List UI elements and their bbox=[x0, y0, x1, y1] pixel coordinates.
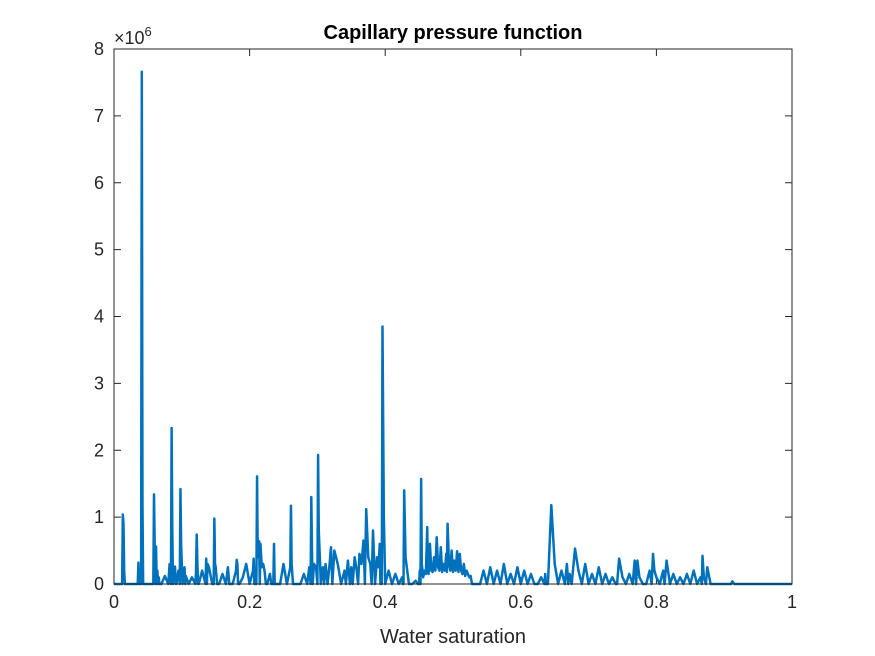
water-saturation-series-line bbox=[114, 70, 792, 586]
y-tick-label: 8 bbox=[94, 39, 104, 59]
y-exponent-power: 6 bbox=[145, 24, 152, 39]
y-axis-ticks: 0 1 2 3 4 5 6 7 8 bbox=[94, 39, 792, 594]
chart-title: Capillary pressure function bbox=[324, 22, 583, 44]
y-tick-label: 1 bbox=[94, 507, 104, 527]
x-axis-label: Water saturation bbox=[380, 626, 526, 648]
x-tick-label: 0.6 bbox=[508, 592, 533, 612]
x-tick-label: 0.2 bbox=[237, 592, 262, 612]
y-tick-label: 7 bbox=[94, 106, 104, 126]
y-tick-label: 4 bbox=[94, 307, 104, 327]
y-tick-label: 5 bbox=[94, 240, 104, 260]
y-tick-label: 3 bbox=[94, 373, 104, 393]
x-tick-label: 0.8 bbox=[644, 592, 669, 612]
y-tick-label: 0 bbox=[94, 574, 104, 594]
plot-area bbox=[114, 49, 792, 584]
x-tick-label: 0 bbox=[109, 592, 119, 612]
svg-text:×106: ×106 bbox=[114, 24, 152, 48]
y-exponent-base: ×10 bbox=[114, 28, 145, 48]
x-tick-label: 0.4 bbox=[373, 592, 398, 612]
y-tick-label: 6 bbox=[94, 173, 104, 193]
y-tick-label: 2 bbox=[94, 440, 104, 460]
x-tick-label: 1 bbox=[787, 592, 797, 612]
axes-box bbox=[113, 48, 793, 585]
y-exponent-label: ×106 bbox=[114, 24, 152, 48]
